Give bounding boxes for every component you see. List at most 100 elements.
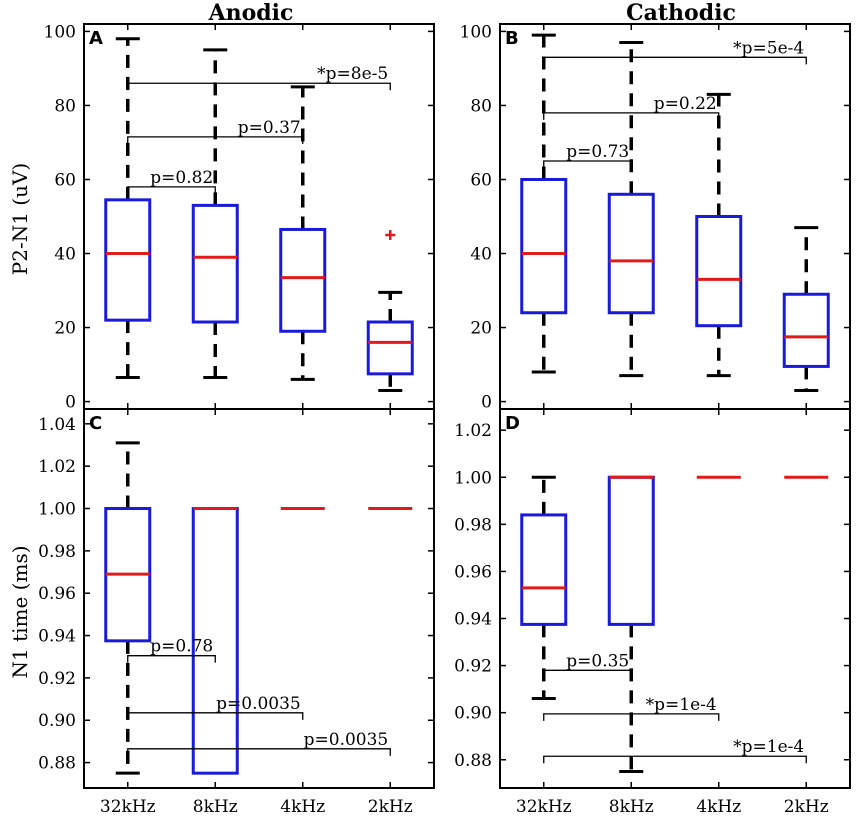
comparison-bracket: p=0.35 (543, 651, 632, 678)
ytick-label: 0.96 (38, 584, 76, 604)
iqr-box (607, 192, 655, 315)
box-32kHz (520, 475, 568, 701)
iqr-box (782, 292, 830, 368)
bracket-line (127, 136, 304, 144)
ytick-label: 40 (54, 245, 76, 265)
p-value-label: p=0.0035 (216, 694, 301, 714)
ytick-label: 0.98 (454, 515, 492, 535)
iqr-box (520, 513, 568, 626)
ytick-label: 80 (54, 96, 76, 116)
col-title-cathodic: Cathodic (626, 0, 736, 26)
xtick-label: 4kHz (696, 797, 741, 817)
ytick-label: 20 (54, 319, 76, 339)
bracket-line (543, 713, 720, 721)
iqr-box (279, 227, 327, 333)
box-4kHz (279, 85, 327, 381)
box-2kHz (366, 230, 414, 392)
bracket-line (543, 56, 807, 65)
xtick-label: 4kHz (280, 797, 325, 817)
p-value-label: p=0.35 (566, 651, 629, 671)
ytick-label: 40 (470, 245, 492, 265)
xtick-label: 2kHz (784, 797, 829, 817)
box-32kHz (520, 33, 568, 374)
p-value-label: *p=5e-4 (733, 38, 804, 58)
xtick-label: 32kHz (100, 797, 156, 817)
bracket-line (543, 160, 632, 168)
ylabel-top: P2-N1 (uV) (8, 163, 32, 275)
bracket-line (127, 655, 216, 663)
iqr-box (607, 475, 655, 626)
box-8kHz (607, 475, 655, 774)
ytick-label: 0.88 (38, 754, 76, 774)
comparison-bracket: p=0.37 (127, 118, 304, 144)
p-value-label: p=0.78 (150, 637, 213, 657)
bracket-line (543, 755, 807, 764)
xtick-label: 2kHz (368, 797, 413, 817)
ytick-label: 1.00 (454, 468, 492, 488)
comparison-bracket: *p=1e-4 (543, 695, 720, 721)
ytick-label: 1.02 (454, 421, 492, 441)
panel-frame (499, 23, 851, 410)
ytick-label: 60 (470, 170, 492, 190)
box-8kHz (607, 41, 655, 378)
panel-D: 0.88 0.90 0.92 0.94 0.96 0.98 1.00 1.02 32kHz 8kH… (454, 408, 851, 817)
p-value-label: p=0.82 (150, 168, 213, 188)
ytick-label: 0.92 (454, 657, 492, 677)
panel-letter: B (505, 28, 519, 49)
panel-frame (83, 408, 435, 789)
bracket-line (127, 748, 391, 756)
bracket-line (127, 186, 216, 194)
ytick-label: 0.96 (454, 562, 492, 582)
ytick-label: 0.94 (454, 610, 492, 630)
p-value-label: p=0.0035 (304, 730, 389, 750)
ytick-label: 0.90 (38, 711, 76, 731)
ytick-label: 100 (44, 22, 76, 42)
ytick-label: 0.94 (38, 627, 76, 647)
panel-letter: C (89, 413, 102, 434)
ytick-label: 1.00 (38, 500, 76, 520)
bracket-line (127, 712, 304, 720)
comparison-bracket: p=0.0035 (127, 730, 391, 756)
xtick-label: 32kHz (516, 797, 572, 817)
ytick-label: 60 (54, 170, 76, 190)
box-32kHz (104, 37, 152, 380)
box-4kHz (695, 92, 743, 378)
xtick-label: 8kHz (609, 797, 654, 817)
box-32kHz (104, 441, 152, 775)
p-value-label: *p=1e-4 (733, 737, 804, 757)
ytick-label: 20 (470, 319, 492, 339)
bracket-line (127, 82, 391, 91)
ytick-label: 0.90 (454, 704, 492, 724)
ytick-label: 1.02 (38, 457, 76, 477)
box-8kHz (191, 48, 239, 380)
ylabel-bottom: N1 time (ms) (8, 545, 32, 678)
panel-letter: A (89, 28, 103, 49)
panel-A: 0 20 40 60 80 100 p=0.82 p=0.37 *p=8e-5 A (44, 22, 435, 413)
panel-C: 0.88 0.90 0.92 0.94 0.96 0.98 1.00 1.02 1.04 32kH… (38, 408, 435, 817)
ytick-label: 0.98 (38, 542, 76, 562)
box-8kHz (191, 507, 239, 775)
ytick-label: 1.04 (38, 415, 76, 435)
col-title-anodic: Anodic (208, 0, 294, 26)
ytick-label: 0.92 (38, 669, 76, 689)
comparison-bracket: p=0.82 (127, 168, 216, 194)
comparison-bracket: *p=5e-4 (543, 38, 807, 65)
comparison-bracket: *p=1e-4 (543, 737, 807, 764)
p-value-label: p=0.37 (238, 118, 301, 138)
p-value-label: *p=1e-4 (646, 695, 717, 715)
panel-letter: D (505, 413, 520, 434)
comparison-bracket: p=0.0035 (127, 694, 304, 720)
p-value-label: p=0.73 (566, 142, 629, 162)
comparison-bracket: p=0.78 (127, 637, 216, 663)
ytick-label: 0 (481, 393, 492, 413)
ytick-label: 0.88 (454, 751, 492, 771)
ytick-label: 100 (460, 22, 492, 42)
iqr-box (520, 177, 568, 315)
xtick-label: 8kHz (193, 797, 238, 817)
panel-B: 0 20 40 60 80 100 p=0.73 p=0.22 *p=5e-4 B (460, 22, 851, 413)
bracket-line (543, 112, 720, 120)
ytick-label: 80 (470, 96, 492, 116)
comparison-bracket: p=0.22 (543, 94, 720, 120)
outlier-marker (385, 230, 396, 241)
